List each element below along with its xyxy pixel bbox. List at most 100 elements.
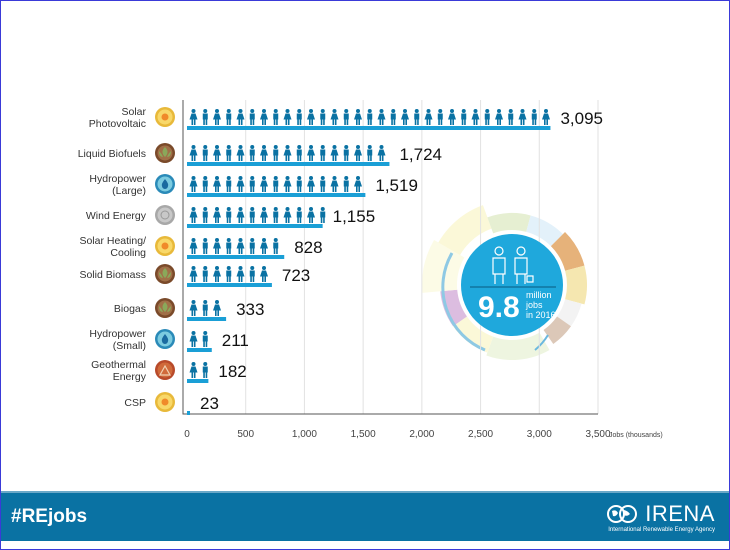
water-drop-icon: [155, 174, 175, 194]
bar: [187, 379, 209, 383]
leaf-icon: [155, 298, 175, 318]
category-label: Liquid Biofuels: [78, 148, 146, 160]
person-glyph: [508, 109, 514, 125]
person-glyph: [189, 362, 198, 378]
donut-segment: [453, 316, 494, 353]
person-glyph: [320, 109, 326, 125]
person-glyph: [273, 109, 279, 125]
category-label: Hydropower: [89, 328, 146, 340]
person-glyph: [354, 145, 362, 161]
value-label: 723: [282, 266, 310, 285]
category-label: Cooling: [110, 247, 146, 259]
person-glyph: [213, 145, 221, 161]
category-label: Solar Heating/: [79, 235, 146, 247]
person-glyph: [273, 145, 279, 161]
logo-name: IRENA: [645, 501, 715, 526]
x-tick-label: 2,000: [409, 429, 434, 440]
person-glyph: [202, 109, 208, 125]
water-drop-icon: [155, 329, 175, 349]
donut-segment: [486, 332, 550, 360]
person-glyph: [260, 266, 268, 282]
person-glyph: [236, 109, 245, 125]
value-label: 1,519: [375, 176, 418, 195]
person-glyph: [484, 109, 490, 125]
person-glyph: [236, 207, 245, 223]
person-glyph: [249, 207, 255, 223]
value-label: 3,095: [560, 109, 603, 128]
total-caption: million: [526, 290, 552, 300]
person-glyph: [202, 207, 208, 223]
person-glyph: [307, 145, 315, 161]
person-glyph: [330, 176, 339, 192]
axis-line: [182, 100, 598, 415]
person-glyph: [461, 109, 467, 125]
person-glyph: [320, 176, 326, 192]
donut-segment: [565, 265, 588, 305]
person-glyph: [377, 109, 386, 125]
person-glyph: [424, 109, 433, 125]
donut-segment: [487, 213, 531, 234]
leaf-icon: [155, 143, 175, 163]
donut-arc: [441, 252, 486, 352]
person-glyph: [249, 176, 255, 192]
person-glyph: [226, 109, 232, 125]
donut-segment: [550, 231, 585, 271]
person-glyph: [330, 109, 339, 125]
value-label: 1,155: [333, 207, 376, 226]
donut-segment: [440, 289, 467, 327]
person-glyph: [448, 109, 456, 125]
category-label: Energy: [113, 371, 147, 383]
value-label: 182: [218, 362, 246, 381]
total-caption: jobs: [525, 300, 543, 310]
person-glyph: [283, 109, 292, 125]
sun-icon: [155, 107, 175, 127]
x-tick-label: 3,000: [527, 429, 552, 440]
person-glyph: [249, 238, 255, 254]
person-glyph: [249, 266, 255, 282]
person-glyph: [343, 176, 349, 192]
person-glyph: [260, 145, 268, 161]
person-glyph: [226, 145, 232, 161]
donut-segment: [526, 215, 563, 247]
bar: [187, 411, 190, 415]
bar: [187, 283, 272, 287]
category-label: Biogas: [114, 303, 146, 315]
bar: [187, 348, 212, 352]
person-glyph: [542, 109, 550, 125]
person-glyph: [189, 109, 198, 125]
sun-icon: [155, 392, 175, 412]
person-glyph: [518, 109, 527, 125]
person-glyph: [260, 176, 268, 192]
person-glyph: [354, 109, 362, 125]
person-glyph: [307, 176, 315, 192]
bar: [187, 224, 323, 228]
person-glyph: [531, 109, 537, 125]
person-glyph: [273, 207, 279, 223]
x-tick-label: 1,000: [292, 429, 317, 440]
x-tick-label: 500: [237, 429, 254, 440]
person-glyph: [296, 207, 302, 223]
person-glyph: [213, 300, 221, 316]
person-glyph: [367, 109, 373, 125]
category-label: (Large): [112, 185, 146, 197]
person-glyph: [296, 176, 302, 192]
person-glyph: [401, 109, 409, 125]
person-glyph: [260, 207, 268, 223]
value-label: 333: [236, 300, 264, 319]
category-label: (Small): [113, 340, 146, 352]
person-glyph: [202, 176, 208, 192]
person-glyph: [296, 145, 302, 161]
person-glyph: [260, 238, 268, 254]
person-glyph: [236, 176, 245, 192]
bar: [187, 193, 366, 197]
x-tick-label: 0: [184, 429, 190, 440]
person-glyph: [330, 145, 339, 161]
person-glyph: [320, 145, 326, 161]
value-label: 23: [200, 394, 219, 413]
person-glyph: [236, 145, 245, 161]
person-glyph: [202, 266, 208, 282]
person-glyph: [249, 145, 255, 161]
category-label: Photovoltaic: [89, 118, 146, 130]
badge-circle: [461, 234, 563, 336]
